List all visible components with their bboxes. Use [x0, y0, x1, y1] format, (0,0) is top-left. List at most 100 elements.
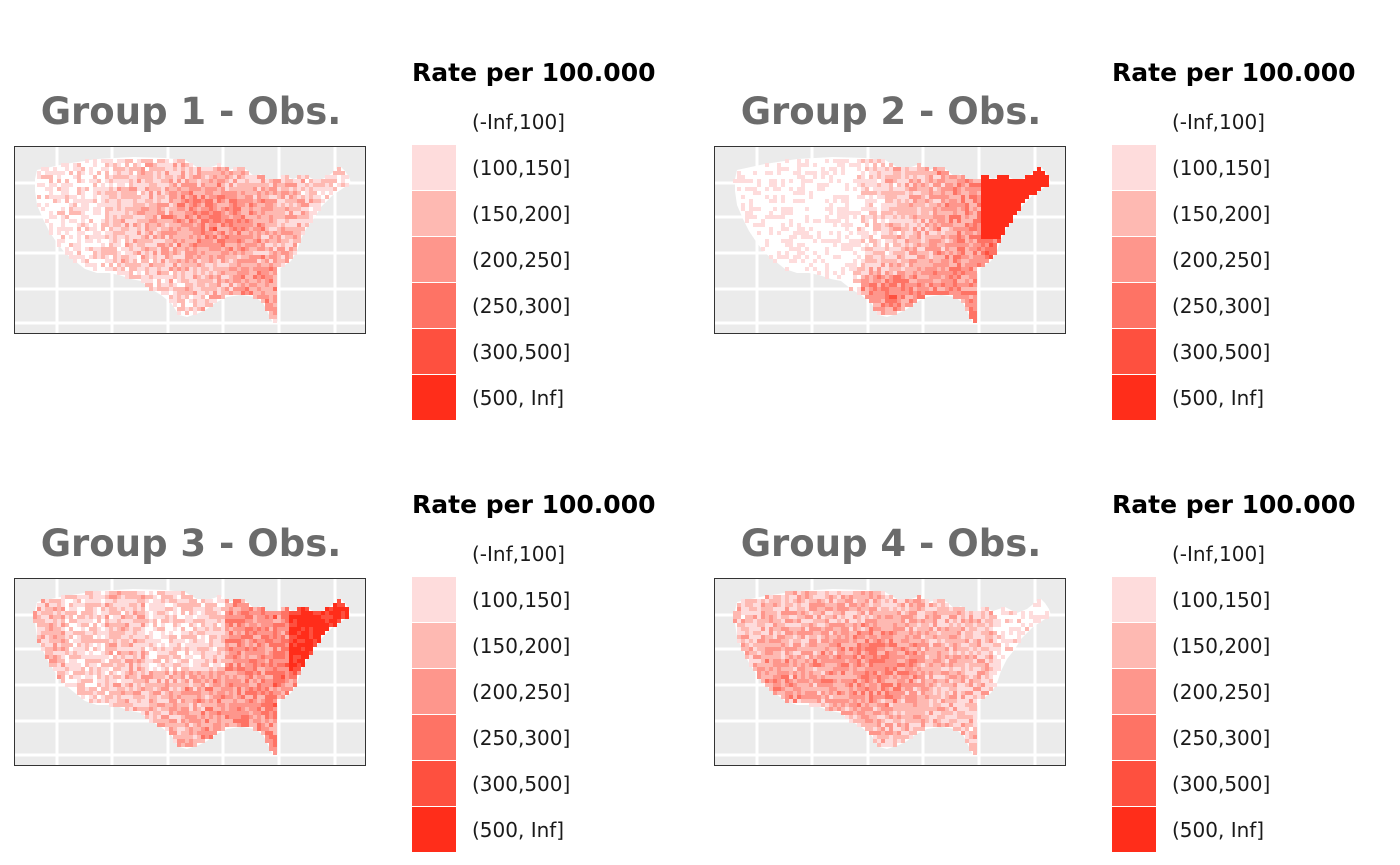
county-cell [325, 627, 329, 631]
county-cell [213, 639, 217, 643]
county-cell [1005, 179, 1009, 183]
county-cell [1009, 179, 1013, 183]
county-cell [953, 271, 957, 275]
legend-label: (150,200] [1172, 202, 1271, 226]
county-cell [109, 183, 113, 187]
county-cell [1025, 187, 1029, 191]
county-cell [933, 187, 937, 191]
county-cell [265, 211, 269, 215]
county-cell [901, 179, 905, 183]
county-cell [177, 163, 181, 167]
county-cell [81, 683, 85, 687]
county-cell [77, 687, 81, 691]
county-cell [793, 191, 797, 195]
county-cell [937, 231, 941, 235]
county-cell [961, 223, 965, 227]
county-cell [989, 239, 993, 243]
county-cell [161, 191, 165, 195]
county-cell [1045, 183, 1049, 187]
county-cell [209, 255, 213, 259]
county-cell [237, 247, 241, 251]
county-cell [141, 607, 145, 611]
county-cell [97, 231, 101, 235]
county-cell [913, 255, 917, 259]
county-cell [977, 219, 981, 223]
county-cell [125, 159, 129, 163]
county-cell [49, 191, 53, 195]
county-cell [949, 235, 953, 239]
county-cell [61, 663, 65, 667]
county-cell [141, 203, 145, 207]
county-cell [969, 307, 973, 311]
county-cell [121, 247, 125, 251]
county-cell [61, 183, 65, 187]
county-cell [49, 623, 53, 627]
county-cell [101, 667, 105, 671]
county-cell [245, 187, 249, 191]
county-cell [885, 231, 889, 235]
county-cell [141, 603, 145, 607]
county-cell [905, 279, 909, 283]
county-cell [165, 247, 169, 251]
county-cell [297, 631, 301, 635]
county-cell [197, 183, 201, 187]
county-cell [249, 647, 253, 651]
county-cell [97, 671, 101, 675]
county-cell [169, 235, 173, 239]
county-cell [165, 667, 169, 671]
county-cell [781, 223, 785, 227]
county-cell [269, 255, 273, 259]
county-cell [845, 243, 849, 247]
county-cell [197, 699, 201, 703]
county-cell [305, 191, 309, 195]
county-cell [169, 175, 173, 179]
county-cell [965, 251, 969, 255]
county-cell [81, 691, 85, 695]
county-cell [121, 599, 125, 603]
county-cell [137, 239, 141, 243]
county-cell [213, 627, 217, 631]
county-cell [241, 639, 245, 643]
county-cell [113, 627, 117, 631]
county-cell [949, 283, 953, 287]
county-cell [865, 179, 869, 183]
county-cell [145, 679, 149, 683]
county-cell [201, 703, 205, 707]
county-cell [105, 647, 109, 651]
county-cell [949, 211, 953, 215]
county-cell [913, 215, 917, 219]
county-cell [333, 187, 337, 191]
county-cell [909, 279, 913, 283]
county-cell [261, 695, 265, 699]
county-cell [145, 275, 149, 279]
county-cell [233, 611, 237, 615]
county-cell [81, 647, 85, 651]
county-cell [937, 203, 941, 207]
county-cell [113, 595, 117, 599]
county-cell [89, 635, 93, 639]
county-cell [945, 207, 949, 211]
county-cell [921, 275, 925, 279]
county-cell [153, 679, 157, 683]
county-cell [177, 175, 181, 179]
county-cell [845, 219, 849, 223]
county-cell [285, 655, 289, 659]
county-cell [261, 631, 265, 635]
county-cell [789, 223, 793, 227]
county-cell [301, 643, 305, 647]
county-cell [245, 191, 249, 195]
county-cell [1001, 215, 1005, 219]
county-cell [913, 275, 917, 279]
county-cell [113, 591, 117, 595]
county-cell [141, 239, 145, 243]
county-cell [145, 663, 149, 667]
county-cell [901, 207, 905, 211]
county-cell [1029, 191, 1033, 195]
county-cell [869, 271, 873, 275]
county-cell [77, 631, 81, 635]
county-cell [217, 667, 221, 671]
county-cell [845, 207, 849, 211]
county-cell [325, 611, 329, 615]
county-cell [141, 243, 145, 247]
county-cell [125, 195, 129, 199]
